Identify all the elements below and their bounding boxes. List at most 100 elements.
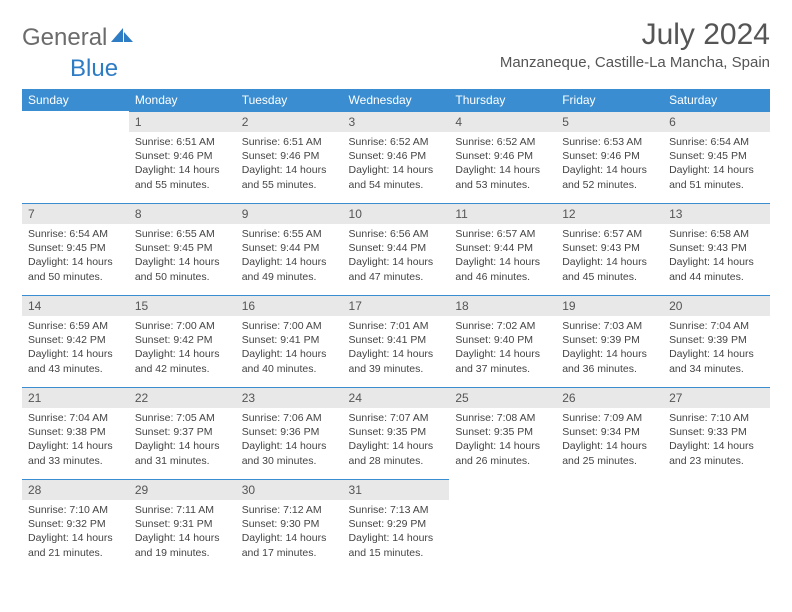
- day-number: 12: [556, 203, 663, 224]
- day-details: Sunrise: 7:04 AMSunset: 9:38 PMDaylight:…: [22, 408, 129, 472]
- calendar-day-cell: 4Sunrise: 6:52 AMSunset: 9:46 PMDaylight…: [449, 111, 556, 203]
- logo-text-general: General: [22, 24, 107, 52]
- calendar-day-cell: 12Sunrise: 6:57 AMSunset: 9:43 PMDayligh…: [556, 203, 663, 295]
- calendar-day-cell: 7Sunrise: 6:54 AMSunset: 9:45 PMDaylight…: [22, 203, 129, 295]
- day-number: 24: [343, 387, 450, 408]
- day-details: Sunrise: 6:57 AMSunset: 9:43 PMDaylight:…: [556, 224, 663, 288]
- calendar-day-cell: [556, 479, 663, 571]
- day-details: Sunrise: 6:55 AMSunset: 9:44 PMDaylight:…: [236, 224, 343, 288]
- day-number: 18: [449, 295, 556, 316]
- day-number: 31: [343, 479, 450, 500]
- day-number: 19: [556, 295, 663, 316]
- calendar-day-cell: [449, 479, 556, 571]
- day-number: 6: [663, 111, 770, 132]
- day-details: Sunrise: 6:55 AMSunset: 9:45 PMDaylight:…: [129, 224, 236, 288]
- day-details: Sunrise: 7:11 AMSunset: 9:31 PMDaylight:…: [129, 500, 236, 564]
- day-number: 27: [663, 387, 770, 408]
- calendar-day-cell: 29Sunrise: 7:11 AMSunset: 9:31 PMDayligh…: [129, 479, 236, 571]
- day-number: 22: [129, 387, 236, 408]
- day-details: Sunrise: 6:54 AMSunset: 9:45 PMDaylight:…: [663, 132, 770, 196]
- day-number: 21: [22, 387, 129, 408]
- calendar-day-cell: 31Sunrise: 7:13 AMSunset: 9:29 PMDayligh…: [343, 479, 450, 571]
- calendar-week-row: 1Sunrise: 6:51 AMSunset: 9:46 PMDaylight…: [22, 111, 770, 203]
- calendar-table: Sunday Monday Tuesday Wednesday Thursday…: [22, 89, 770, 571]
- calendar-day-cell: 24Sunrise: 7:07 AMSunset: 9:35 PMDayligh…: [343, 387, 450, 479]
- day-details: Sunrise: 7:00 AMSunset: 9:42 PMDaylight:…: [129, 316, 236, 380]
- day-number: 17: [343, 295, 450, 316]
- weekday-header-row: Sunday Monday Tuesday Wednesday Thursday…: [22, 89, 770, 111]
- calendar-day-cell: 19Sunrise: 7:03 AMSunset: 9:39 PMDayligh…: [556, 295, 663, 387]
- weekday-header: Tuesday: [236, 89, 343, 111]
- calendar-day-cell: 26Sunrise: 7:09 AMSunset: 9:34 PMDayligh…: [556, 387, 663, 479]
- calendar-day-cell: 1Sunrise: 6:51 AMSunset: 9:46 PMDaylight…: [129, 111, 236, 203]
- weekday-header: Thursday: [449, 89, 556, 111]
- day-number: 30: [236, 479, 343, 500]
- day-details: Sunrise: 7:05 AMSunset: 9:37 PMDaylight:…: [129, 408, 236, 472]
- day-details: Sunrise: 7:12 AMSunset: 9:30 PMDaylight:…: [236, 500, 343, 564]
- day-details: Sunrise: 7:00 AMSunset: 9:41 PMDaylight:…: [236, 316, 343, 380]
- day-details: Sunrise: 6:56 AMSunset: 9:44 PMDaylight:…: [343, 224, 450, 288]
- day-details: Sunrise: 7:07 AMSunset: 9:35 PMDaylight:…: [343, 408, 450, 472]
- calendar-day-cell: 13Sunrise: 6:58 AMSunset: 9:43 PMDayligh…: [663, 203, 770, 295]
- title-block: July 2024 Manzaneque, Castille-La Mancha…: [500, 18, 770, 71]
- day-details: Sunrise: 7:01 AMSunset: 9:41 PMDaylight:…: [343, 316, 450, 380]
- day-number: 10: [343, 203, 450, 224]
- day-details: Sunrise: 6:53 AMSunset: 9:46 PMDaylight:…: [556, 132, 663, 196]
- day-details: Sunrise: 7:04 AMSunset: 9:39 PMDaylight:…: [663, 316, 770, 380]
- header: General July 2024 Manzaneque, Castille-L…: [22, 18, 770, 71]
- weekday-header: Saturday: [663, 89, 770, 111]
- day-details: Sunrise: 7:08 AMSunset: 9:35 PMDaylight:…: [449, 408, 556, 472]
- day-details: Sunrise: 7:13 AMSunset: 9:29 PMDaylight:…: [343, 500, 450, 564]
- weekday-header: Wednesday: [343, 89, 450, 111]
- day-details: Sunrise: 7:02 AMSunset: 9:40 PMDaylight:…: [449, 316, 556, 380]
- day-number: 29: [129, 479, 236, 500]
- day-number: 25: [449, 387, 556, 408]
- day-number: 26: [556, 387, 663, 408]
- day-number: 28: [22, 479, 129, 500]
- day-number: 9: [236, 203, 343, 224]
- day-number: 5: [556, 111, 663, 132]
- day-number: 8: [129, 203, 236, 224]
- calendar-week-row: 28Sunrise: 7:10 AMSunset: 9:32 PMDayligh…: [22, 479, 770, 571]
- day-details: Sunrise: 7:06 AMSunset: 9:36 PMDaylight:…: [236, 408, 343, 472]
- calendar-day-cell: 28Sunrise: 7:10 AMSunset: 9:32 PMDayligh…: [22, 479, 129, 571]
- day-details: Sunrise: 7:09 AMSunset: 9:34 PMDaylight:…: [556, 408, 663, 472]
- calendar-day-cell: 6Sunrise: 6:54 AMSunset: 9:45 PMDaylight…: [663, 111, 770, 203]
- day-number: 16: [236, 295, 343, 316]
- day-details: Sunrise: 6:54 AMSunset: 9:45 PMDaylight:…: [22, 224, 129, 288]
- location-text: Manzaneque, Castille-La Mancha, Spain: [500, 54, 770, 71]
- day-details: Sunrise: 6:57 AMSunset: 9:44 PMDaylight:…: [449, 224, 556, 288]
- weekday-header: Sunday: [22, 89, 129, 111]
- day-number: 20: [663, 295, 770, 316]
- calendar-day-cell: 25Sunrise: 7:08 AMSunset: 9:35 PMDayligh…: [449, 387, 556, 479]
- calendar-day-cell: 9Sunrise: 6:55 AMSunset: 9:44 PMDaylight…: [236, 203, 343, 295]
- day-number: 11: [449, 203, 556, 224]
- day-number: 23: [236, 387, 343, 408]
- calendar-day-cell: [663, 479, 770, 571]
- day-details: Sunrise: 7:10 AMSunset: 9:33 PMDaylight:…: [663, 408, 770, 472]
- calendar-week-row: 21Sunrise: 7:04 AMSunset: 9:38 PMDayligh…: [22, 387, 770, 479]
- day-number: 4: [449, 111, 556, 132]
- calendar-day-cell: 27Sunrise: 7:10 AMSunset: 9:33 PMDayligh…: [663, 387, 770, 479]
- day-details: Sunrise: 6:59 AMSunset: 9:42 PMDaylight:…: [22, 316, 129, 380]
- month-title: July 2024: [500, 18, 770, 52]
- logo-sail-icon: [111, 28, 133, 51]
- calendar-week-row: 7Sunrise: 6:54 AMSunset: 9:45 PMDaylight…: [22, 203, 770, 295]
- day-details: Sunrise: 6:52 AMSunset: 9:46 PMDaylight:…: [449, 132, 556, 196]
- day-details: Sunrise: 7:10 AMSunset: 9:32 PMDaylight:…: [22, 500, 129, 564]
- calendar-day-cell: 14Sunrise: 6:59 AMSunset: 9:42 PMDayligh…: [22, 295, 129, 387]
- calendar-day-cell: 10Sunrise: 6:56 AMSunset: 9:44 PMDayligh…: [343, 203, 450, 295]
- logo: General: [22, 18, 135, 52]
- calendar-day-cell: 22Sunrise: 7:05 AMSunset: 9:37 PMDayligh…: [129, 387, 236, 479]
- day-number: 1: [129, 111, 236, 132]
- day-number: 7: [22, 203, 129, 224]
- day-number: 2: [236, 111, 343, 132]
- calendar-day-cell: 23Sunrise: 7:06 AMSunset: 9:36 PMDayligh…: [236, 387, 343, 479]
- calendar-day-cell: 21Sunrise: 7:04 AMSunset: 9:38 PMDayligh…: [22, 387, 129, 479]
- day-number: 14: [22, 295, 129, 316]
- weekday-header: Monday: [129, 89, 236, 111]
- calendar-week-row: 14Sunrise: 6:59 AMSunset: 9:42 PMDayligh…: [22, 295, 770, 387]
- calendar-day-cell: 11Sunrise: 6:57 AMSunset: 9:44 PMDayligh…: [449, 203, 556, 295]
- day-details: Sunrise: 6:58 AMSunset: 9:43 PMDaylight:…: [663, 224, 770, 288]
- calendar-day-cell: [22, 111, 129, 203]
